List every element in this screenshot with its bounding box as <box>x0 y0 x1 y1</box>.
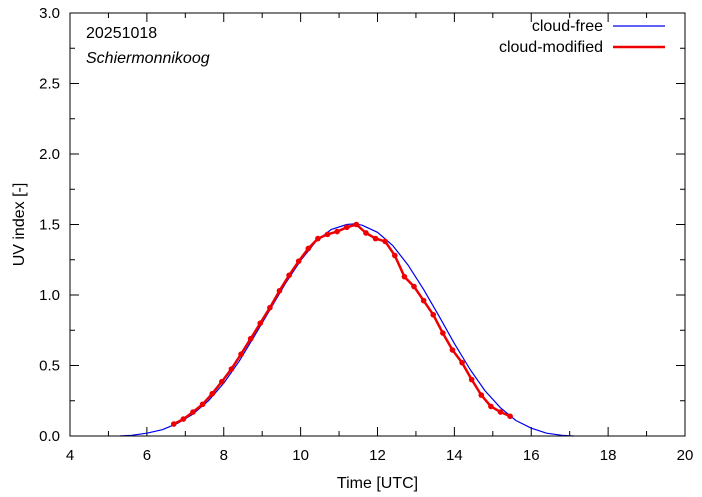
data-point-cloud-modified <box>219 378 225 385</box>
plot-frame <box>69 12 686 437</box>
data-point-cloud-modified <box>295 258 302 264</box>
data-point-cloud-modified <box>468 376 475 383</box>
x-tick-label: 8 <box>220 447 228 464</box>
data-point-cloud-modified <box>238 351 244 358</box>
data-point-cloud-modified <box>420 297 427 304</box>
legend: cloud-free cloud-modified <box>499 18 665 56</box>
data-point-cloud-modified <box>180 416 187 422</box>
x-tick-label: 16 <box>523 447 540 464</box>
y-tick-label: 2.5 <box>39 76 60 93</box>
data-point-cloud-modified <box>449 347 456 353</box>
date-annotation: 20251018 <box>86 25 157 42</box>
y-tick-label: 1.0 <box>39 287 60 304</box>
data-point-cloud-modified <box>382 238 388 245</box>
data-point-cloud-modified <box>247 335 254 342</box>
y-tick-label: 1.5 <box>39 217 60 234</box>
location-annotation: Schiermonnikoog <box>86 50 210 67</box>
data-point-cloud-modified <box>305 245 312 252</box>
y-tick-label: 0.5 <box>39 358 60 375</box>
data-point-cloud-modified <box>401 273 408 280</box>
y-tick-label: 0.0 <box>39 428 60 445</box>
y-axis-title: UV index [-] <box>11 183 28 267</box>
data-point-cloud-modified <box>391 252 398 259</box>
legend-label-cloud-modified: cloud-modified <box>499 39 603 56</box>
x-axis-title: Time [UTC] <box>337 475 418 492</box>
data-point-cloud-modified <box>190 409 196 415</box>
data-point-cloud-modified <box>430 311 437 318</box>
data-point-cloud-modified <box>488 403 494 410</box>
data-point-cloud-modified <box>440 330 446 336</box>
data-point-cloud-modified <box>199 401 206 408</box>
data-point-cloud-modified <box>363 230 369 236</box>
data-point-cloud-modified <box>324 231 331 238</box>
y-tick-label: 3.0 <box>39 5 60 22</box>
x-tick-label: 18 <box>600 447 617 464</box>
x-tick-label: 20 <box>677 447 694 464</box>
x-tick-label: 12 <box>369 447 386 464</box>
data-point-cloud-modified <box>315 235 321 242</box>
data-point-cloud-modified <box>228 366 235 372</box>
data-point-cloud-modified <box>267 304 273 311</box>
data-point-cloud-modified <box>478 392 485 398</box>
data-point-cloud-modified <box>497 409 504 415</box>
data-point-cloud-modified <box>257 320 264 327</box>
x-tick-label: 4 <box>66 447 74 464</box>
data-point-cloud-modified <box>170 421 177 427</box>
data-point-cloud-modified <box>334 228 340 235</box>
data-point-cloud-modified <box>353 221 360 228</box>
series-layer <box>119 221 574 437</box>
x-tick-label: 10 <box>292 447 309 464</box>
legend-label-cloud-free: cloud-free <box>532 18 603 35</box>
data-point-cloud-modified <box>209 390 216 397</box>
data-point-cloud-modified <box>411 283 417 290</box>
x-tick-label: 14 <box>446 447 463 464</box>
data-point-cloud-modified <box>276 287 283 294</box>
axis-tick-labels: 4 6 8 10 12 14 16 18 20 0.0 0.5 1.0 1.5 2.0 2.5 3.0 <box>39 5 693 464</box>
data-point-cloud-modified <box>343 224 350 231</box>
data-point-cloud-modified <box>372 235 379 242</box>
data-point-cloud-modified <box>507 413 513 420</box>
data-point-cloud-modified <box>459 359 465 366</box>
data-point-cloud-modified <box>286 272 292 279</box>
y-tick-label: 2.0 <box>39 146 60 163</box>
x-tick-label: 6 <box>143 447 151 464</box>
